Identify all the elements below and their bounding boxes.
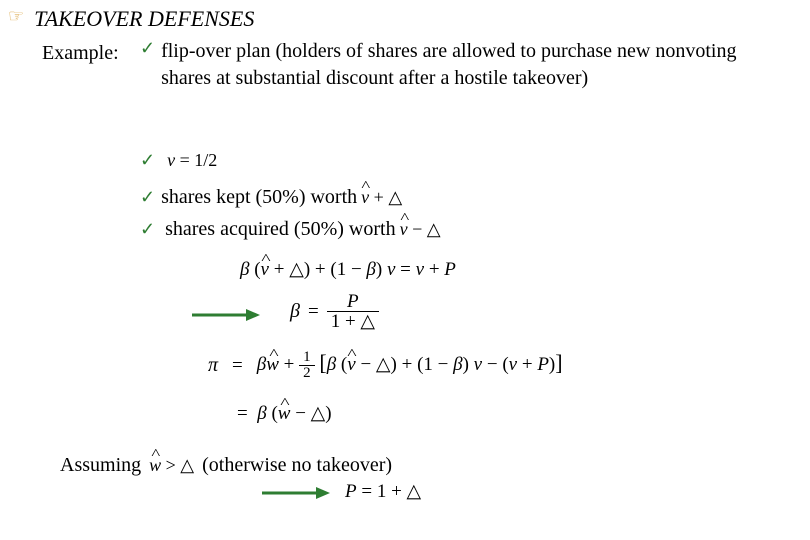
check-icon: ✓ xyxy=(140,38,155,59)
example-label: Example: xyxy=(42,42,119,65)
eq-line4: = β (w − △) xyxy=(237,402,332,425)
bullet-shares-kept: shares kept (50%) worth xyxy=(161,186,357,209)
expr-shares-acq: v − △ xyxy=(400,219,441,240)
bullet-shares-acq: shares acquired (50%) worth xyxy=(165,218,395,241)
arrow-icon xyxy=(260,484,330,507)
assuming-label: Assuming xyxy=(60,454,141,477)
expr-shares-kept: v + △ xyxy=(361,187,402,208)
eq-line1: β (v + △) + (1 − β) v = v + P xyxy=(240,258,456,281)
check-icon: ✓ xyxy=(140,187,155,208)
assuming-cond: w > △ xyxy=(149,455,194,476)
eq-nu: ν = 1/2 xyxy=(167,150,217,171)
arrow-icon xyxy=(190,306,260,329)
bullet-flip-over: flip-over plan (holders of shares are al… xyxy=(161,38,780,92)
page-title: TAKEOVER DEFENSES xyxy=(34,6,254,32)
eq-line2: β = P 1 + △ xyxy=(290,292,379,331)
eq-final: P = 1 + △ xyxy=(345,480,421,503)
check-icon: ✓ xyxy=(140,219,155,240)
eq-line3: π = βw + 12 [β (v − △) + (1 − β) v − (v … xyxy=(208,350,563,381)
assuming-paren: (otherwise no takeover) xyxy=(202,454,392,477)
hand-icon: ☞ xyxy=(8,6,24,27)
check-icon: ✓ xyxy=(140,150,155,171)
